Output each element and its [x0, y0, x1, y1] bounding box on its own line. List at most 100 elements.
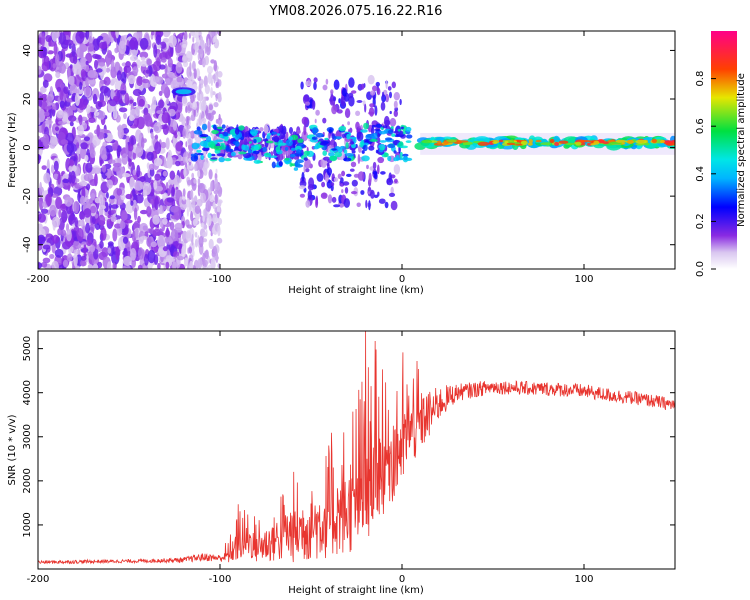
noise-blob [349, 127, 353, 134]
noise-blob [210, 87, 214, 99]
signal-blob [271, 131, 278, 135]
ridge-core [661, 140, 675, 144]
signal-blob [284, 157, 290, 161]
noise-blob [70, 75, 75, 86]
noise-blob [79, 81, 83, 90]
noise-blob [174, 222, 183, 230]
noise-blob [146, 206, 152, 217]
noise-blob [325, 78, 329, 85]
noise-blob [207, 72, 212, 84]
noise-blob [139, 51, 149, 59]
noise-blob [107, 247, 112, 254]
spectrogram-ylabel: Frequency (Hz) [7, 112, 18, 188]
noise-blob [164, 63, 168, 75]
signal-blob [328, 129, 332, 134]
signal-blob [387, 143, 396, 149]
noise-blob [41, 261, 48, 268]
noise-blob [197, 169, 201, 178]
noise-blob [320, 192, 328, 199]
noise-blob [128, 115, 135, 121]
noise-blob [69, 159, 74, 167]
noise-blob [127, 74, 136, 85]
noise-blob [217, 217, 223, 226]
noise-blob [87, 264, 94, 269]
noise-blob [64, 196, 73, 207]
noise-blob [390, 186, 394, 194]
noise-blob [135, 193, 144, 204]
signal-blob [253, 139, 257, 144]
noise-blob [53, 42, 58, 57]
noise-blob [57, 174, 61, 185]
noise-blob [169, 170, 176, 180]
ridge-core [520, 140, 528, 145]
noise-blob [45, 35, 52, 43]
noise-blob [85, 85, 91, 97]
noise-blob [152, 76, 160, 83]
noise-blob [64, 39, 74, 46]
noise-blob [205, 200, 212, 212]
signal-blob [328, 152, 335, 157]
noise-blob [38, 139, 42, 150]
ridge-core [660, 139, 665, 144]
noise-blob [98, 194, 104, 207]
noise-blob [208, 104, 213, 111]
noise-blob [162, 246, 168, 252]
noise-blob [142, 82, 151, 89]
signal-blob [291, 147, 296, 151]
noise-blob [237, 153, 243, 160]
noise-blob [194, 231, 198, 238]
signal-blob [400, 145, 408, 149]
noise-blob [53, 31, 60, 39]
noise-blob [49, 205, 57, 217]
ridge-core [540, 142, 552, 146]
noise-blob [104, 145, 114, 153]
noise-blob [168, 35, 177, 48]
noise-blob [129, 37, 138, 50]
signal-blob [406, 134, 413, 139]
noise-blob [217, 91, 222, 102]
signal-blob [206, 135, 212, 143]
noise-blob [175, 61, 183, 74]
noise-blob [156, 110, 164, 115]
noise-blob [172, 120, 178, 131]
noise-blob [129, 135, 137, 147]
signal-blob [266, 134, 271, 140]
signal-blob [285, 139, 293, 146]
noise-blob [140, 60, 148, 67]
spectrogram-frame [37, 30, 676, 270]
noise-blob [87, 79, 96, 85]
noise-blob [149, 168, 155, 177]
noise-blob [107, 159, 116, 164]
noise-blob [214, 193, 218, 205]
noise-blob [89, 179, 98, 186]
noise-blob [166, 197, 174, 203]
noise-blob [175, 160, 181, 167]
noise-blob [190, 210, 194, 222]
noise-blob [154, 134, 159, 140]
noise-blob [85, 31, 90, 40]
signal-blob [265, 140, 274, 144]
noise-blob [185, 230, 192, 242]
noise-blob [375, 137, 381, 144]
noise-blob [342, 181, 350, 186]
signal-blob [312, 127, 319, 134]
ridge-core [651, 138, 658, 143]
signal-blob [405, 140, 412, 144]
signal-blob [201, 123, 208, 131]
signal-blob [295, 162, 301, 167]
noise-blob [187, 179, 192, 186]
noise-blob [91, 216, 96, 225]
noise-blob [369, 103, 375, 108]
noise-blob [66, 253, 73, 262]
signal-blob [393, 157, 398, 162]
noise-blob [326, 162, 330, 167]
noise-blob [162, 217, 168, 225]
signal-blob [329, 155, 338, 162]
signal-blob [262, 146, 267, 152]
noise-blob [118, 40, 127, 55]
noise-blob [92, 167, 102, 175]
noise-blob [385, 79, 388, 89]
noise-blob [140, 56, 146, 61]
signal-blob [196, 149, 202, 153]
colorbar-ticks: 0.0 0.2 0.4 0.6 0.8 [695, 71, 716, 277]
